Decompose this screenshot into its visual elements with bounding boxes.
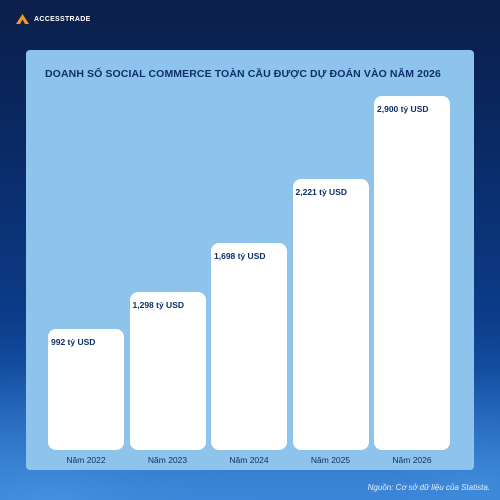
value-label-3: 1,698 tỷ USD [214,251,266,261]
brand-name: ACCESSTRADE [34,15,91,23]
category-label-1: Năm 2022 [66,455,106,465]
category-label-2: Năm 2023 [147,455,188,465]
bar-2 [129,292,206,450]
bar-1 [48,329,124,450]
source-note: Nguồn: Cơ sở dữ liệu của Statista. [367,483,490,492]
value-label-2: 1,298 tỷ USD [132,300,185,310]
bar-4 [292,179,369,450]
chart-panel: DOANH SỐ SOCIAL COMMERCE TOÀN CẦU ĐƯỢC D… [26,50,474,470]
logo-icon [16,14,29,24]
bar-3 [211,243,287,450]
value-label-5: 2,900 tỷ USD [377,104,429,114]
chart-title: DOANH SỐ SOCIAL COMMERCE TOÀN CẦU ĐƯỢC D… [45,68,441,80]
category-label-5: Năm 2026 [392,455,432,465]
category-label-3: Năm 2024 [229,455,269,465]
value-label-1: 992 tỷ USD [51,337,96,347]
bar-5 [374,96,450,450]
category-label-4: Năm 2025 [310,455,351,465]
brand-logo: ACCESSTRADE [16,14,91,24]
value-label-4: 2,221 tỷ USD [295,187,348,197]
